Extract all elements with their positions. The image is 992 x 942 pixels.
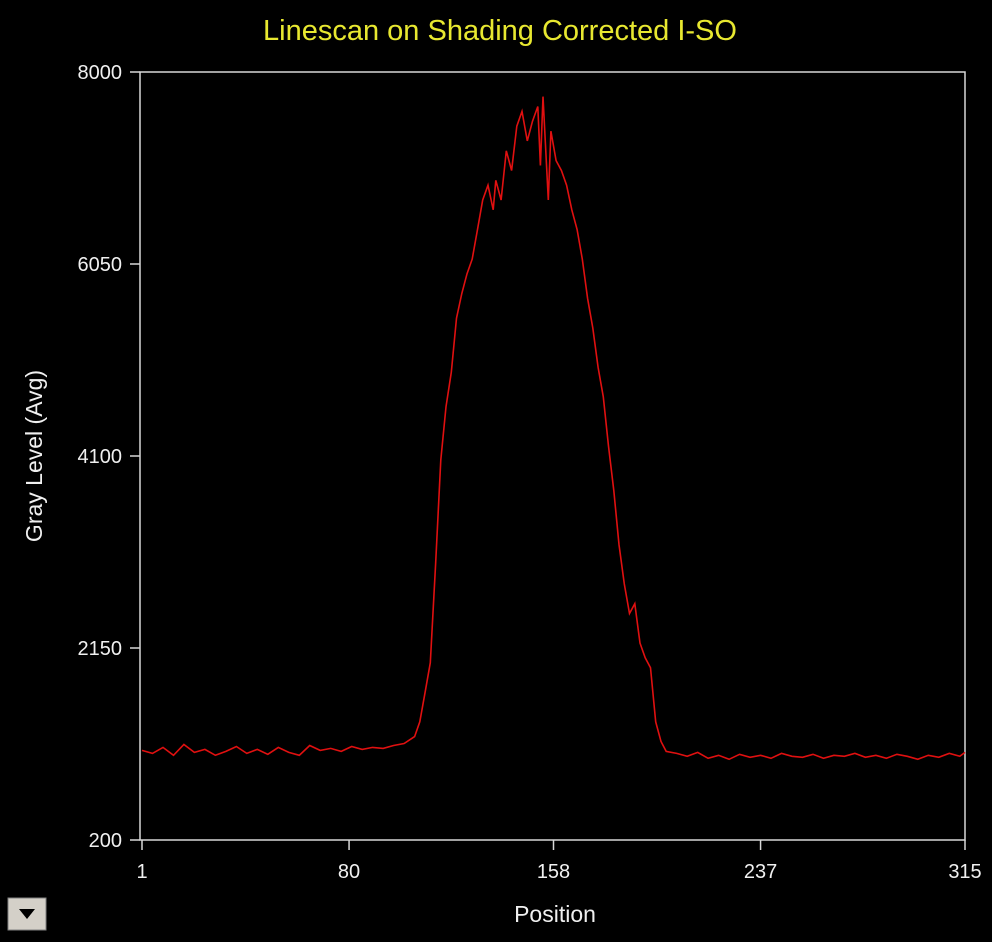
x-axis-label: Position — [514, 901, 596, 927]
y-tick-label: 8000 — [78, 62, 123, 84]
chart-title: Linescan on Shading Corrected I-SO — [263, 15, 737, 47]
y-tick-label: 200 — [89, 830, 122, 852]
x-tick-label: 1 — [136, 861, 147, 883]
x-tick-label: 315 — [948, 861, 981, 883]
x-tick-label: 158 — [537, 861, 570, 883]
plot-frame — [139, 71, 966, 841]
y-axis-label: Gray Level (Avg) — [21, 370, 47, 542]
y-tick-label: 6050 — [78, 254, 123, 276]
x-tick-label: 80 — [338, 861, 360, 883]
y-tick-label: 2150 — [78, 638, 123, 660]
x-tick-label: 237 — [744, 861, 777, 883]
y-tick-label: 4100 — [78, 446, 123, 468]
dropdown-button[interactable] — [7, 897, 47, 931]
data-line — [141, 96, 966, 761]
